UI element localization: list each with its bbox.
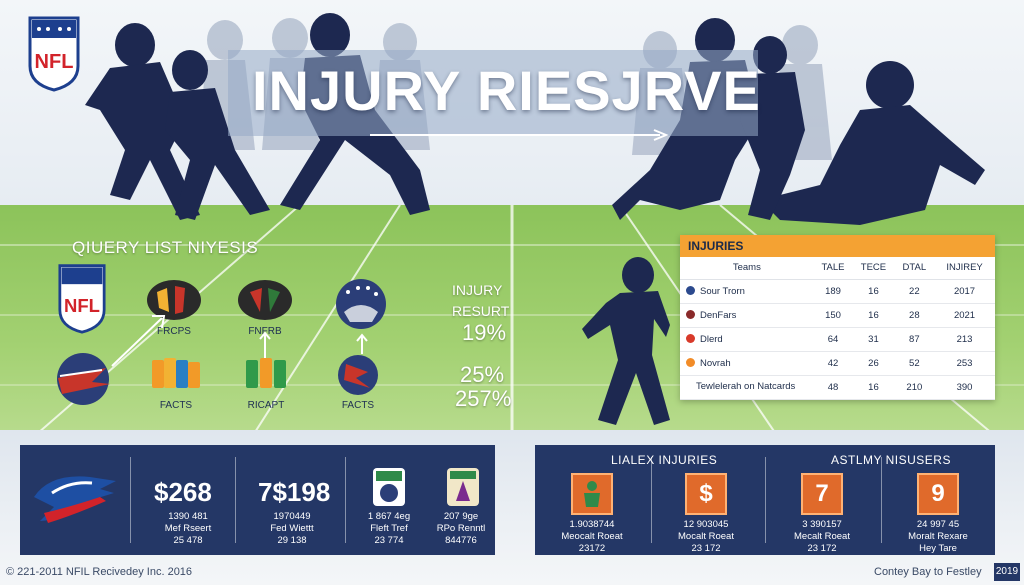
stack-icon-1 [152,358,200,388]
panel-divider [130,457,131,543]
logo-label-5: FACTS [341,400,375,411]
arrow-up-icon-2 [356,333,368,354]
arrow-right-icon [370,129,669,141]
column-header: Teams [680,257,814,280]
injuries-table-card: INJURIES Teams TALE TECE DTAL INJIREY So… [680,235,995,400]
arrow-up-right-icon [111,315,166,367]
bills-logo-icon [34,476,116,523]
logo-label-3: FACTS [159,400,193,411]
table-header-row: Teams TALE TECE DTAL INJIREY [680,257,995,280]
footer-credit: Contey Bay to Festley [874,566,982,578]
injury-badge-2: $ [685,473,727,515]
team-logo-icon [686,334,695,344]
team-badge-1-icon [373,468,405,506]
panel-title-right: ASTLMY NISUSERS [831,453,951,467]
team-logo-3-icon [336,279,386,329]
title-band [228,50,758,136]
footer-year-badge: 2019 [994,563,1020,581]
team-stats-panel: $268 1390 481 Mef Rseert 25 478 7$198 19… [20,445,495,555]
player-icon [584,481,600,507]
panel-divider [345,457,346,543]
injury-caption-2: 12 903045 Mocalt Roeat 23 172 [678,519,734,554]
injury-caption-4: 24 997 45 Moralt Rexare Hey Tare [908,519,968,554]
page-title: INJURY RIESJRVE [252,59,761,122]
stat-caption-4: 207 9ge RPo Renntl 844776 [436,511,486,546]
svg-text:NFL: NFL [35,51,74,73]
query-list-title: QIUERY LIST NIYESIS [72,238,259,257]
injury-summary-panel: LIALEX INJURIES ASTLMY NISUSERS 1.903874… [535,445,995,555]
panel-title-left: LIALEX INJURIES [611,453,718,467]
table-row: Novrah 42 26 52 253 [680,351,995,376]
nfl-shield-logo: NFL [28,16,80,92]
table-row: Tewlelerah on Natcards 48 16 210 390 [680,375,995,400]
column-header: TALE [813,257,853,280]
panel-divider [881,457,882,543]
column-header: TECE [852,257,895,280]
table-title: INJURIES [680,235,995,257]
injury-caption-3: 3 390157 Mecalt Roeat 23 172 [794,519,850,554]
nfl-small-logo: NFL [58,264,106,334]
injury-stat-2: 25% [460,362,505,387]
team-logo-5-icon [338,355,378,395]
arrow-up-icon [259,331,271,358]
injury-badge-4: 9 [917,473,959,515]
column-header: INJIREY [934,257,995,280]
table-row: DenFars 150 16 28 2021 [680,303,995,328]
team-logo-1-icon [147,280,201,320]
running-player-silhouette [582,257,670,425]
injury-badge-1 [571,473,613,515]
team-logo-icon [686,358,695,368]
panel-divider [651,457,652,543]
stat-caption-1: 1390 481 Mef Rseert 25 478 [164,511,212,546]
injury-stat-1: 19% [462,320,507,345]
injuries-table: Teams TALE TECE DTAL INJIREY Sour Trorn … [680,257,995,400]
logo-label-4: RICAPT [247,400,285,411]
panel-divider [765,457,766,543]
injury-caption-1: 1.9038744 Meocalt Roeat 23172 [561,519,623,554]
column-header: DTAL [894,257,935,280]
footer-copyright: © 221-2011 NFIL Recivedey Inc. 2016 [6,566,193,578]
team-logo-4-icon [57,353,110,405]
injury-badge-3: 7 [801,473,843,515]
team-logo-icon [686,286,695,296]
table-row: Sour Trorn 189 16 22 2017 [680,279,995,304]
team-logo-2-icon [238,280,292,320]
logo-label-1: FRCPS [157,326,191,337]
stat-caption-3: 1 867 4eg Fleft Tref 23 774 [367,511,411,546]
stack-icon-2 [246,358,286,388]
stat-value-2: 7$198 [258,477,331,507]
table-row: Dlerd 64 31 87 213 [680,327,995,352]
injury-stat-3: 257% [455,386,512,411]
team-logo-icon [686,310,695,320]
panel-divider [235,457,236,543]
stat-caption-2: 1970449 Fed Wiettt 29 138 [270,511,314,546]
svg-text:NFL: NFL [64,295,100,316]
team-badge-2-icon [447,468,479,506]
stat-value-1: $268 [154,477,212,507]
injury-result-label: INJURY RESURT [452,282,510,319]
